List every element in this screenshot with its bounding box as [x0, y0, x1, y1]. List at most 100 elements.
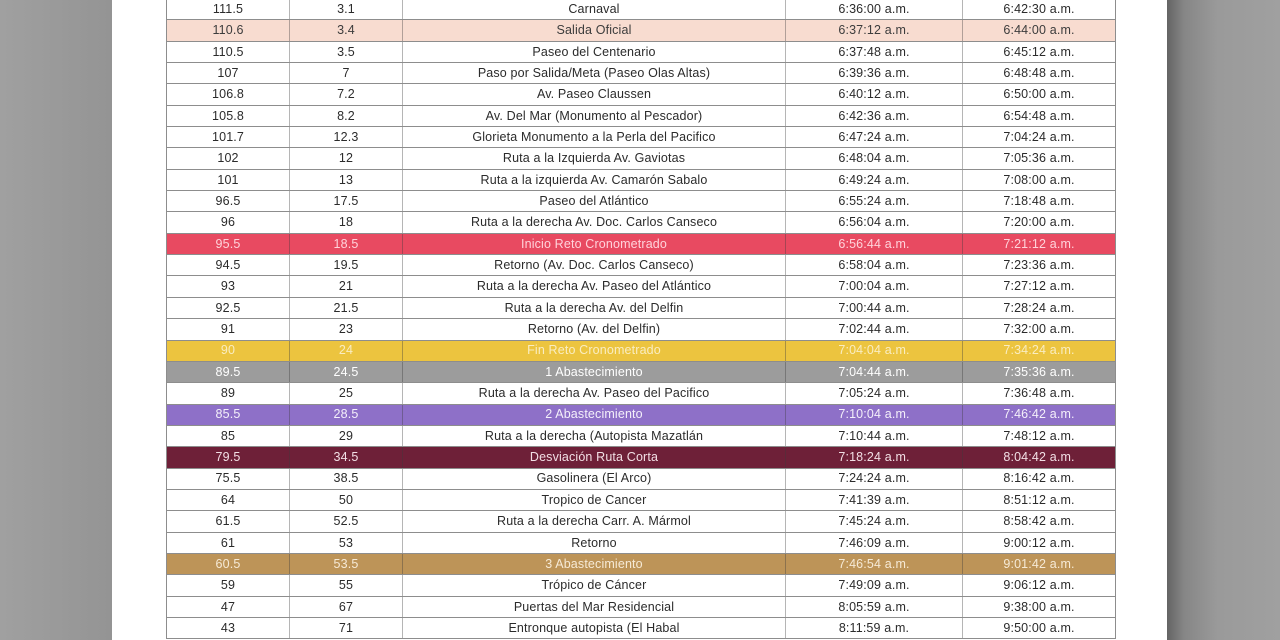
- cell-time-first: 6:55:24 a.m.: [786, 191, 963, 212]
- cell-time-last: 6:42:30 a.m.: [1003, 1, 1075, 16]
- cell-time-last: 7:28:24 a.m.: [1003, 300, 1075, 315]
- cell-time-first: 6:49:24 a.m.: [786, 169, 963, 191]
- cell-time-last: 7:46:42 a.m.: [1003, 407, 1075, 422]
- cell-time-last: 7:48:12 a.m.: [1003, 428, 1075, 443]
- cell-km-elapsed: 12.3: [290, 127, 403, 148]
- cell-km-elapsed: 29: [290, 425, 403, 447]
- cell-location: Ruta a la derecha Av. del Delfin: [403, 297, 786, 319]
- cell-time-first: 6:37:48 a.m.: [786, 41, 963, 63]
- cell-location: Salida Oficial: [403, 20, 786, 41]
- cell-time-first: 7:46:54 a.m.: [786, 553, 963, 575]
- cell-time-last: 9:00:12 a.m.: [1003, 535, 1075, 550]
- cell-location: Retorno (Av. Doc. Carlos Canseco): [403, 255, 786, 276]
- table-row: 47 67 Puertas del Mar Residencial 8:05:59 a…: [167, 596, 1115, 618]
- cell-time-first: 7:04:04 a.m.: [786, 340, 963, 361]
- cell-km-elapsed: 7.2: [290, 84, 403, 105]
- table-row: 101.7 12.3 Glorieta Monumento a la Perla d…: [167, 127, 1115, 149]
- cell-location: 1 Abastecimiento: [403, 361, 786, 383]
- cell-km-remaining: 59: [167, 575, 290, 596]
- cell-time-first: 7:05:24 a.m.: [786, 383, 963, 404]
- cell-location: Trópico de Cáncer: [403, 575, 786, 596]
- cell-km-elapsed: 18.5: [290, 233, 403, 255]
- table-row: 79.5 34.5 Desviación Ruta Corta 7:18:24 a.m…: [167, 447, 1115, 469]
- cell-km-remaining: 79.5: [167, 447, 290, 468]
- cell-location: Ruta a la derecha Av. Doc. Carlos Cansec…: [403, 212, 786, 233]
- cell-time-last: 7:08:00 a.m.: [1003, 172, 1075, 187]
- table-row: 102 12 Ruta a la Izquierda Av. Gaviotas 6:4…: [167, 148, 1115, 170]
- cell-time-last: 7:34:24 a.m.: [1003, 343, 1075, 358]
- cell-km-elapsed: 19.5: [290, 255, 403, 276]
- cell-time-first: 8:05:59 a.m.: [786, 596, 963, 617]
- cell-km-remaining: 111.5: [167, 0, 290, 20]
- cell-location: Ruta a la derecha Av. Paseo del Pacifico: [403, 383, 786, 404]
- cell-km-elapsed: 13: [290, 169, 403, 191]
- cell-time-last: 8:04:42 a.m.: [1003, 450, 1075, 465]
- cell-km-elapsed: 71: [290, 617, 403, 639]
- cell-km-remaining: 105.8: [167, 105, 290, 127]
- cell-km-remaining: 107: [167, 63, 290, 84]
- table-row: 85.5 28.5 2 Abastecimiento 7:10:04 a.m. 7:46…: [167, 404, 1115, 426]
- cell-km-remaining: 61: [167, 532, 290, 553]
- table-row: 91 23 Retorno (Av. del Delfin) 7:02:44 a.m.…: [167, 319, 1115, 341]
- cell-km-elapsed: 50: [290, 489, 403, 511]
- cell-km-elapsed: 17.5: [290, 191, 403, 212]
- cell-location: Glorieta Monumento a la Perla del Pacifi…: [403, 127, 786, 148]
- cell-time-first: 6:56:44 a.m.: [786, 233, 963, 255]
- cell-time-last: 7:35:36 a.m.: [1003, 364, 1075, 379]
- cell-km-remaining: 101: [167, 169, 290, 191]
- cell-km-elapsed: 21.5: [290, 297, 403, 319]
- cell-time-first: 6:48:04 a.m.: [786, 148, 963, 169]
- left-gray-margin: [0, 0, 112, 640]
- cell-location: 3 Abastecimiento: [403, 553, 786, 575]
- cell-km-remaining: 89.5: [167, 361, 290, 383]
- cell-km-remaining: 89: [167, 383, 290, 404]
- table-row: 107 7 Paso por Salida/Meta (Paseo Olas Alt…: [167, 63, 1115, 85]
- cell-km-elapsed: 3.4: [290, 20, 403, 41]
- cell-location: Fin Reto Cronometrado: [403, 340, 786, 361]
- table-row: 64 50 Tropico de Cancer 7:41:39 a.m. 8:51:12…: [167, 489, 1115, 512]
- cell-time-last: 8:16:42 a.m.: [1003, 471, 1075, 486]
- cell-km-remaining: 96.5: [167, 191, 290, 212]
- cell-location: Carnaval: [403, 0, 786, 20]
- cell-time-first: 7:02:44 a.m.: [786, 319, 963, 340]
- table-row: 89.5 24.5 1 Abastecimiento 7:04:44 a.m. 7:35…: [167, 361, 1115, 384]
- cell-km-remaining: 101.7: [167, 127, 290, 148]
- cell-time-first: 6:58:04 a.m.: [786, 255, 963, 276]
- cell-time-last: 8:58:42 a.m.: [1003, 514, 1075, 529]
- cell-km-remaining: 93: [167, 276, 290, 297]
- cell-time-first: 6:40:12 a.m.: [786, 84, 963, 105]
- cell-time-last: 7:05:36 a.m.: [1003, 151, 1075, 166]
- cell-time-first: 7:00:44 a.m.: [786, 297, 963, 319]
- cell-km-remaining: 47: [167, 596, 290, 617]
- cell-km-elapsed: 8.2: [290, 105, 403, 127]
- cell-km-remaining: 64: [167, 489, 290, 511]
- cell-time-last: 7:23:36 a.m.: [1003, 258, 1075, 273]
- table-row: 61.5 52.5 Ruta a la derecha Carr. A. Mármo…: [167, 511, 1115, 533]
- cell-location: Ruta a la Izquierda Av. Gaviotas: [403, 148, 786, 169]
- table-row: 96.5 17.5 Paseo del Atlántico 6:55:24 a.m. 7…: [167, 191, 1115, 213]
- cell-time-first: 7:45:24 a.m.: [786, 511, 963, 532]
- cell-location: Ruta a la derecha Av. Paseo del Atlántic…: [403, 276, 786, 297]
- cell-location: Av. Del Mar (Monumento al Pescador): [403, 105, 786, 127]
- cell-time-last: 7:36:48 a.m.: [1003, 386, 1075, 401]
- table-row: 90 24 Fin Reto Cronometrado 7:04:04 a.m. 7:3…: [167, 340, 1115, 362]
- cell-km-remaining: 110.6: [167, 20, 290, 41]
- cell-time-last: 6:50:00 a.m.: [1003, 87, 1075, 102]
- cell-time-first: 7:10:04 a.m.: [786, 404, 963, 425]
- table-row: 95.5 18.5 Inicio Reto Cronometrado 6:56:44 …: [167, 233, 1115, 256]
- cell-location: Paseo del Atlántico: [403, 191, 786, 212]
- cell-time-first: 7:04:44 a.m.: [786, 361, 963, 383]
- cell-time-first: 7:18:24 a.m.: [786, 447, 963, 468]
- cell-km-elapsed: 52.5: [290, 511, 403, 532]
- cell-time-last: 8:51:12 a.m.: [1003, 492, 1075, 507]
- cell-time-first: 6:47:24 a.m.: [786, 127, 963, 148]
- cell-time-first: 7:00:04 a.m.: [786, 276, 963, 297]
- cell-location: Paso por Salida/Meta (Paseo Olas Altas): [403, 63, 786, 84]
- cell-km-elapsed: 18: [290, 212, 403, 233]
- cell-time-last: 9:38:00 a.m.: [1003, 599, 1075, 614]
- cell-time-last: 7:20:00 a.m.: [1003, 215, 1075, 230]
- cell-km-remaining: 91: [167, 319, 290, 340]
- cell-location: Inicio Reto Cronometrado: [403, 233, 786, 255]
- cell-time-first: 7:41:39 a.m.: [786, 489, 963, 511]
- table-row: 61 53 Retorno 7:46:09 a.m. 9:00:12 a.m.: [167, 532, 1115, 554]
